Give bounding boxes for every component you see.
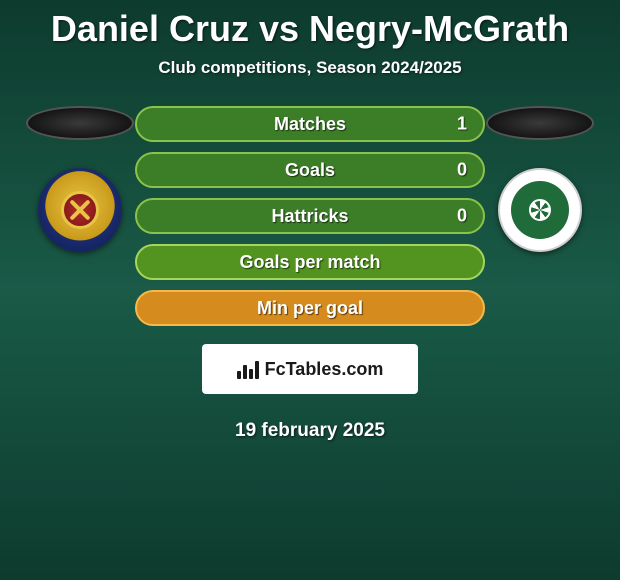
player-shadow-left: [26, 106, 134, 140]
stat-row-min-per-goal: Min per goal: [135, 290, 485, 326]
stat-label: Matches: [274, 114, 346, 135]
soccer-ball-icon: [529, 199, 551, 221]
comparison-area: Matches 1 Goals 0 Hattricks 0 Goals per …: [0, 106, 620, 326]
date-text: 19 february 2025: [235, 420, 385, 442]
club-logo-left: [38, 168, 122, 252]
stats-column: Matches 1 Goals 0 Hattricks 0 Goals per …: [135, 106, 485, 326]
club-logo-right: [498, 168, 582, 252]
stat-row-matches: Matches 1: [135, 106, 485, 142]
stat-value: 1: [457, 114, 467, 135]
page-subtitle: Club competitions, Season 2024/2025: [158, 58, 461, 78]
bar-chart-icon: [237, 359, 259, 379]
player-shadow-right: [486, 106, 594, 140]
fctables-attribution[interactable]: FcTables.com: [202, 344, 418, 394]
stat-row-goals: Goals 0: [135, 152, 485, 188]
club-crest-left-icon: [61, 191, 99, 229]
fctables-label: FcTables.com: [265, 359, 384, 380]
left-player-col: [25, 106, 135, 252]
club-crest-right-icon: [511, 181, 569, 239]
stat-label: Goals: [285, 160, 335, 181]
stat-row-goals-per-match: Goals per match: [135, 244, 485, 280]
stat-value: 0: [457, 160, 467, 181]
stat-label: Min per goal: [257, 298, 363, 319]
stat-label: Goals per match: [239, 252, 380, 273]
stat-value: 0: [457, 206, 467, 227]
stat-row-hattricks: Hattricks 0: [135, 198, 485, 234]
page-title: Daniel Cruz vs Negry-McGrath: [51, 8, 569, 50]
right-player-col: [485, 106, 595, 252]
stat-label: Hattricks: [271, 206, 348, 227]
